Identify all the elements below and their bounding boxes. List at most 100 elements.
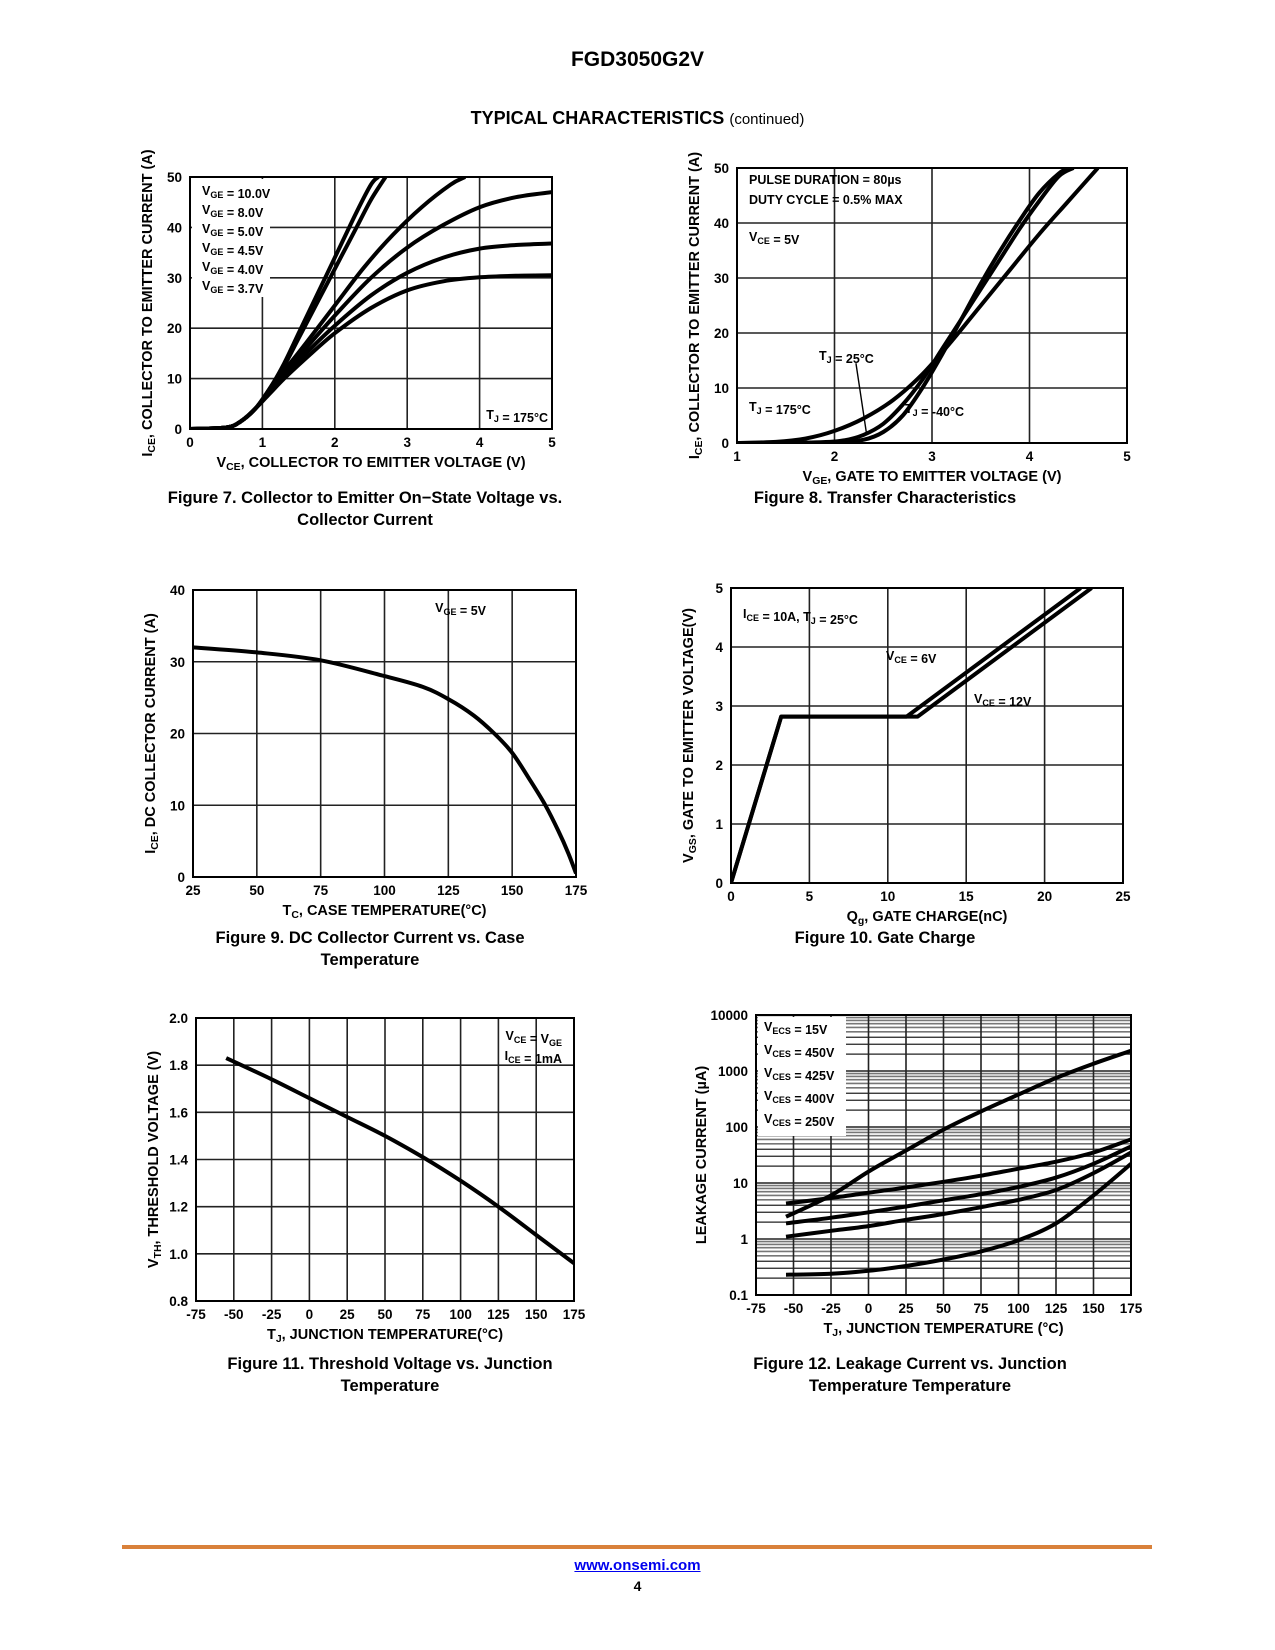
series-line-t-j-40-c [737,168,1070,443]
x-tick-label: 125 [487,1307,510,1322]
plot-frame [755,1014,1132,1296]
x-tick-label: 75 [973,1301,989,1316]
x-tick-label: -25 [262,1307,282,1322]
x-tick-label: -75 [746,1301,766,1316]
y-tick-label: 1000 [718,1064,748,1079]
x-tick-label: 4 [476,435,484,450]
fig8-caption: Figure 8. Transfer Characteristics [650,487,1120,509]
y-tick-label: 3 [715,699,723,714]
x-tick-label: 0 [306,1307,314,1322]
y-tick-label: 1.0 [169,1247,188,1262]
x-tick-label: 125 [1045,1301,1068,1316]
y-tick-label: 20 [714,326,729,341]
x-axis-label: TC, CASE TEMPERATURE(°C) [283,903,487,921]
annotation-text: ICE = 10A, TJ = 25°C [743,607,858,627]
y-tick-label: 1.6 [169,1105,188,1120]
y-tick-label: 20 [167,321,182,336]
plot-frame [730,587,1124,884]
y-axis-label: LEAKAGE CURRENT (µA) [694,1066,710,1244]
annotation-text: DUTY CYCLE = 0.5% MAX [749,193,903,207]
y-tick-label: 1 [740,1232,748,1247]
annotation-text: VCE = VGE [506,1029,562,1048]
y-tick-label: 0 [177,870,185,885]
fig10-caption: Figure 10. Gate Charge [650,927,1120,949]
y-tick-label: 10 [733,1176,748,1191]
annotation-text: TJ = 175°C [749,400,811,417]
plot-frame [736,167,1128,444]
x-tick-label: 5 [806,889,814,904]
fig12-caption: Figure 12. Leakage Current vs. Junction T… [650,1353,1170,1397]
x-tick-label: 175 [563,1307,586,1322]
y-tick-label: 0 [715,876,723,891]
caption-line: Figure 9. DC Collector Current vs. Case [215,929,525,947]
x-tick-label: 0 [727,889,735,904]
x-tick-label: 100 [373,883,396,898]
section-title-text: TYPICAL CHARACTERISTICS [470,108,725,128]
annotation-text: TJ = 175°C [486,408,548,425]
y-tick-label: 40 [170,583,185,598]
legend-entry: VCES = 400V [764,1089,835,1106]
section-title: TYPICAL CHARACTERISTICS (continued) [0,108,1275,129]
plot-frame [189,176,553,430]
website-link[interactable]: www.onsemi.com [574,1557,701,1574]
annotation-text: TJ = -40°C [905,402,964,419]
legend-background [758,1017,846,1136]
x-axis-label: VGE, GATE TO EMITTER VOLTAGE (V) [803,469,1062,487]
fig10-plot: 0 5 10 15 20 25 0 1 2 3 4 5 Qg, GATE CHARGE(nC) VGS, … [681,581,1131,927]
x-tick-label: 150 [501,883,524,898]
caption-line: Temperature Temperature [808,1377,1012,1395]
x-tick-label: 25 [185,883,201,898]
x-tick-label: 25 [898,1301,914,1316]
fig11-plot: -75 -50 -25 0 25 50 75 100 125 150 175 0.8 1.0 1.2 1.4… [146,1011,586,1345]
x-tick-label: 25 [340,1307,356,1322]
y-tick-label: 30 [170,655,185,670]
x-tick-label: 5 [1123,449,1131,464]
y-tick-label: 1.2 [169,1200,188,1215]
x-tick-label: -50 [224,1307,244,1322]
x-tick-label: 75 [313,883,329,898]
y-tick-label: 0 [174,422,182,437]
fig7-caption: Figure 7. Collector to Emitter On−State … [130,487,600,531]
series-line-v-ces-400v [785,1150,1131,1239]
section-title-suffix: (continued) [729,111,805,128]
y-tick-label: 10000 [710,1008,748,1023]
legend-background [192,179,270,297]
page-number: 4 [633,1578,642,1594]
series-line-v-ce-12v [731,588,1093,883]
x-tick-label: 75 [415,1307,431,1322]
annotation-text: ICE = 1mA [505,1049,562,1066]
y-tick-label: 1.8 [169,1058,188,1073]
y-tick-label: 100 [725,1120,748,1135]
series-line-t-j-25-c [737,168,1075,443]
x-tick-label: 4 [1026,449,1034,464]
series-line-v-th [225,1056,574,1265]
series-line-v-ces-450v [785,1137,1131,1206]
x-tick-label: 100 [449,1307,472,1322]
fig11-caption: Figure 11. Threshold Voltage vs. Junctio… [130,1353,650,1397]
y-axis-label: ICE, COLLECTOR TO EMITTER CURRENT (A) [140,149,158,456]
plot-frame [195,1017,575,1302]
x-axis-label: Qg, GATE CHARGE(nC) [847,909,1008,927]
caption-line: Temperature [340,1377,440,1395]
y-tick-label: 30 [714,271,729,286]
annotation-text: VCE = 5V [749,230,800,247]
y-axis-label: VTH, THRESHOLD VOLTAGE (V) [146,1051,164,1268]
document-title: FGD3050G2V [570,48,705,71]
y-tick-label: 2 [715,758,723,773]
x-tick-label: 1 [733,449,741,464]
annotation-text: TJ = 25°C [819,349,874,366]
x-tick-label: 175 [1120,1301,1143,1316]
y-tick-label: 50 [714,161,729,176]
y-axis-label: VGS, GATE TO EMITTER VOLTAGE(V) [681,608,699,863]
y-tick-label: 10 [714,381,729,396]
legend-entry: VGE = 8.0V [202,203,264,220]
legend-entry: VGE = 3.7V [202,279,264,296]
x-tick-label: 0 [186,435,194,450]
series-line-v-ces-250v [785,1162,1131,1277]
